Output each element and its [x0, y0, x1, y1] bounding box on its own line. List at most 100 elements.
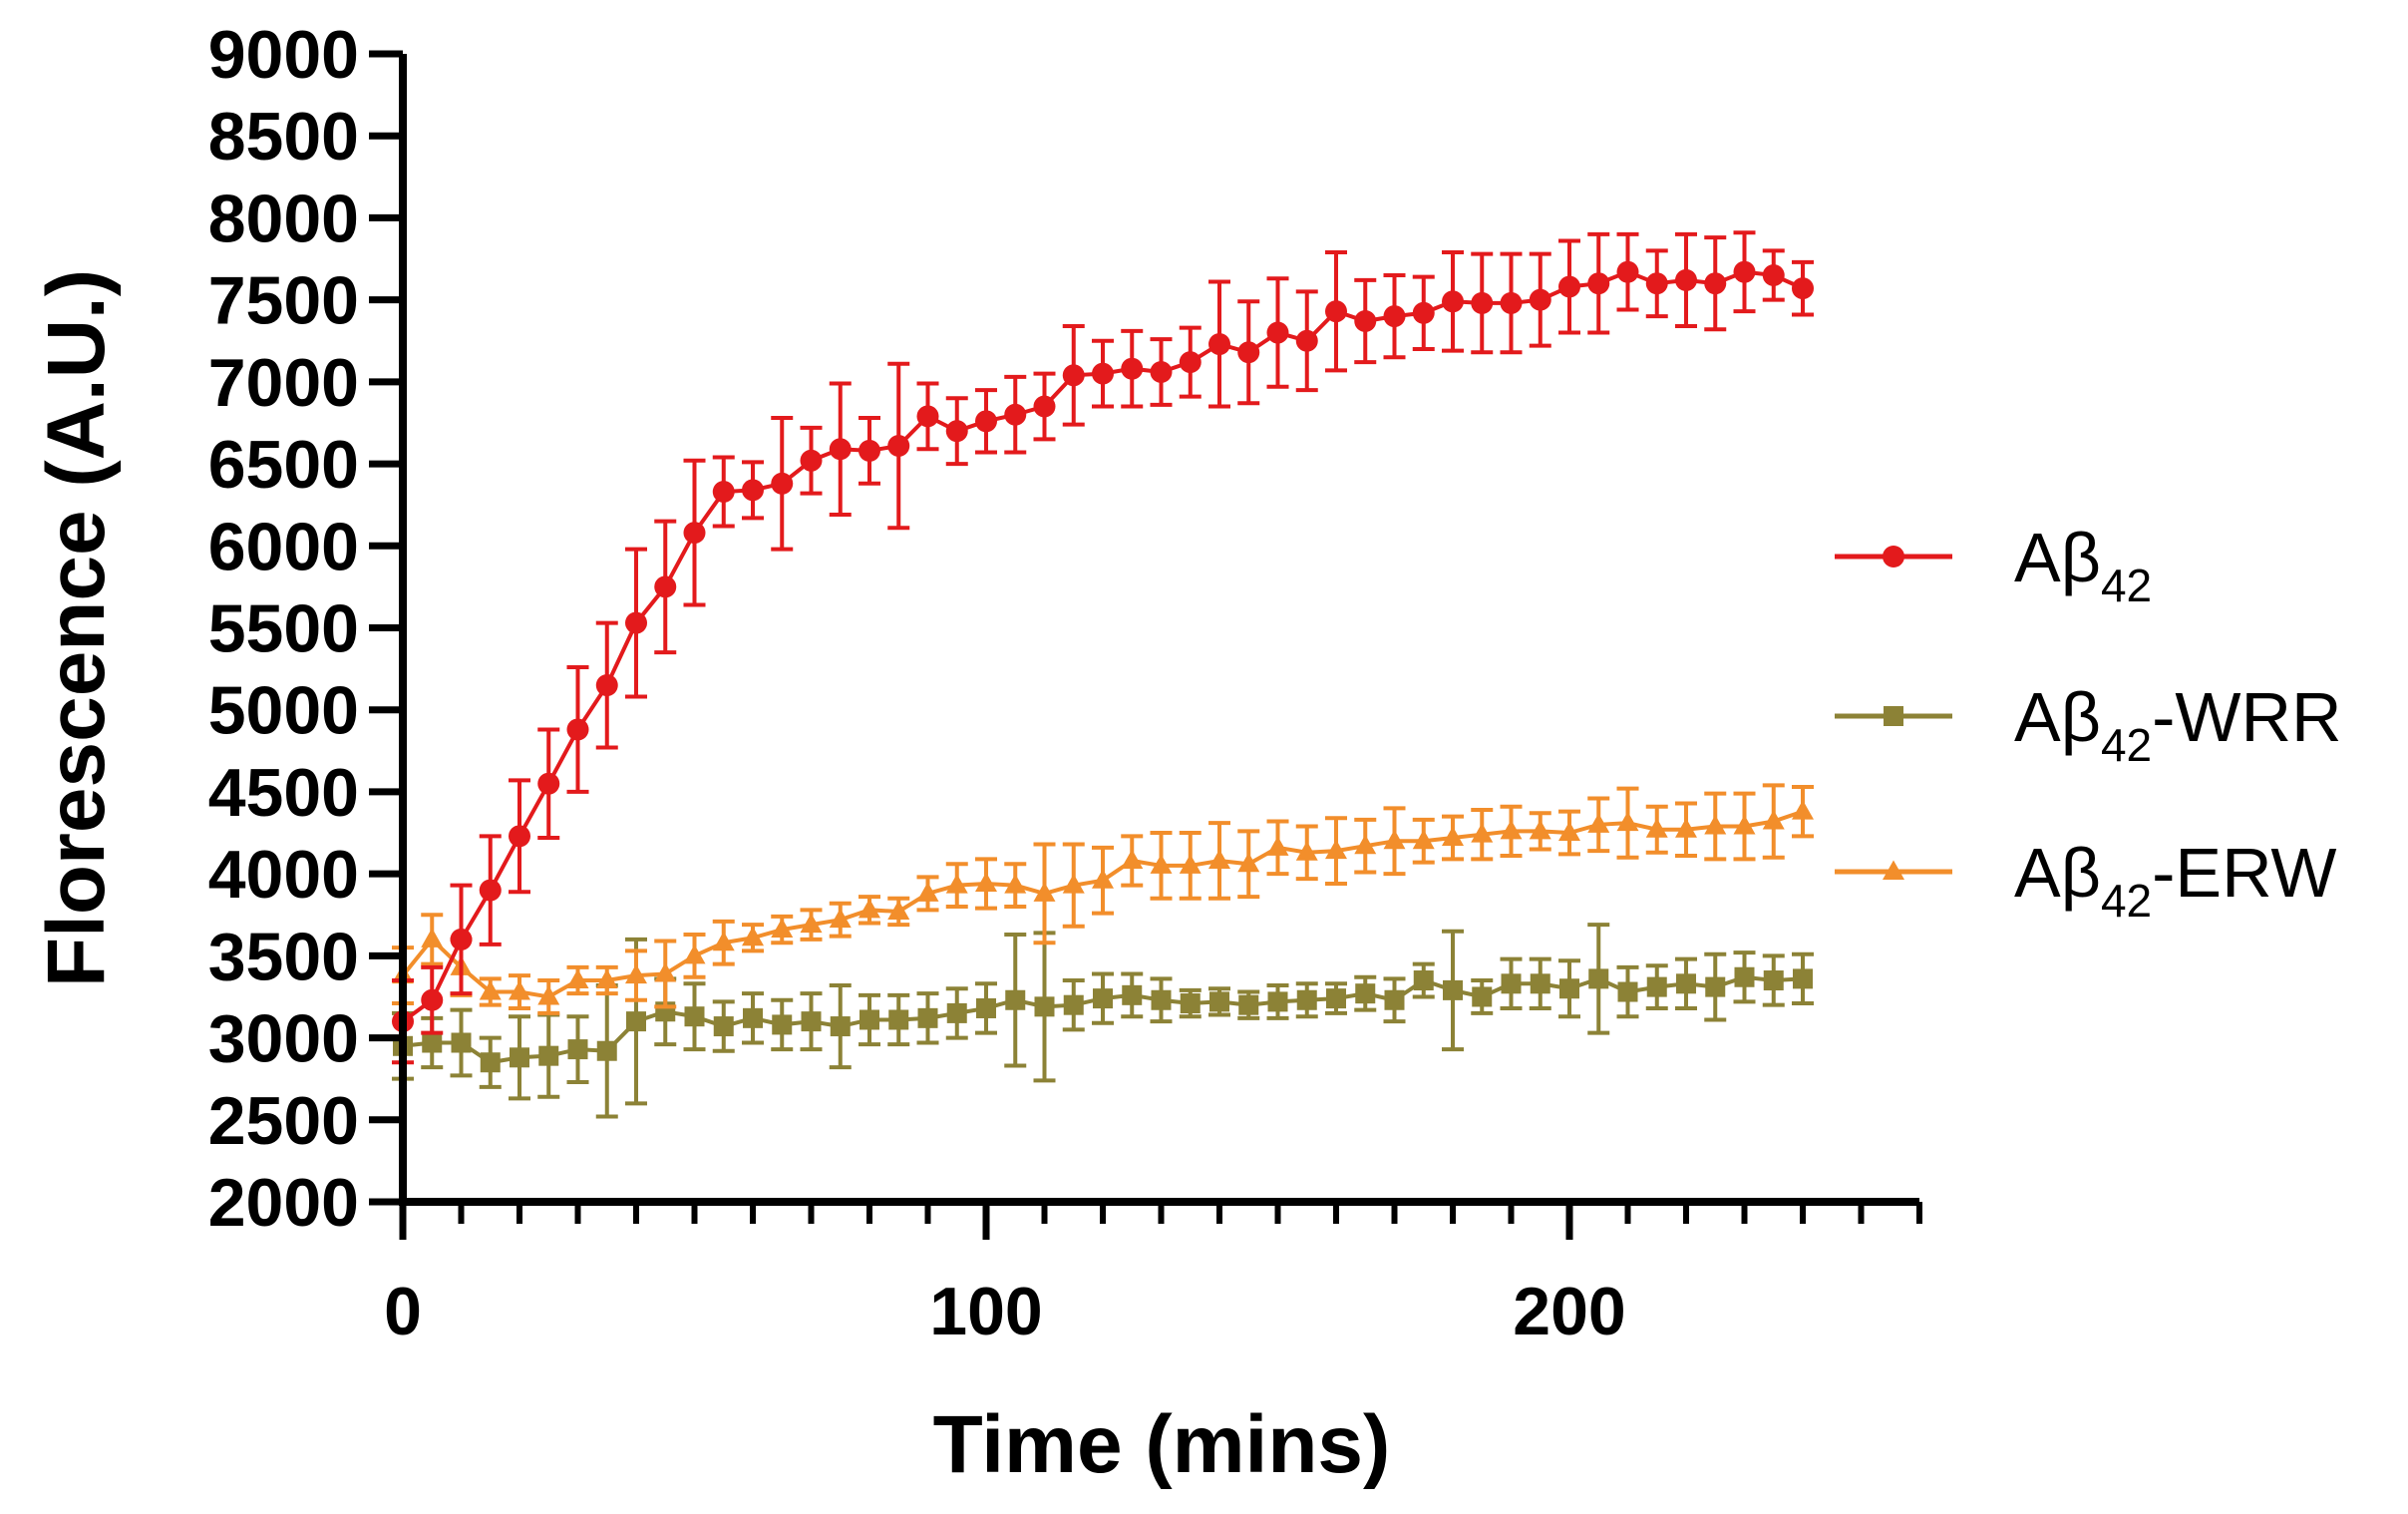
data-point	[1267, 991, 1288, 1012]
data-point	[1675, 268, 1697, 291]
data-point	[1704, 814, 1727, 835]
data-point	[1180, 993, 1201, 1014]
data-point	[1616, 260, 1639, 283]
data-point	[566, 718, 589, 741]
data-point	[1792, 277, 1814, 300]
data-point	[1645, 272, 1668, 295]
data-point	[684, 1006, 705, 1027]
y-tick-label: 3500	[208, 919, 359, 994]
data-point	[1295, 329, 1318, 352]
legend: Aβ42 Aβ42-WRR Aβ42-ERW	[1835, 519, 2342, 927]
data-point	[595, 968, 618, 989]
legend-item: Aβ42	[1835, 519, 2152, 611]
data-point	[1471, 823, 1494, 843]
data-point	[742, 926, 764, 946]
data-point	[625, 611, 647, 634]
data-point	[1179, 351, 1202, 374]
data-point	[1587, 272, 1610, 295]
y-tick-label: 2000	[208, 1165, 359, 1241]
series-abeta42	[392, 230, 1814, 1065]
legend-label: Aβ42-WRR	[2014, 678, 2342, 771]
data-point	[1004, 403, 1027, 426]
data-point	[1530, 973, 1550, 994]
data-point	[1266, 836, 1289, 856]
data-point	[1151, 989, 1172, 1010]
data-point	[976, 997, 996, 1018]
data-point	[1529, 288, 1551, 311]
data-point	[771, 918, 794, 939]
data-point	[1326, 988, 1346, 1009]
data-point	[1325, 839, 1347, 860]
data-point	[1472, 986, 1493, 1007]
data-point	[945, 420, 968, 443]
data-point	[450, 928, 473, 950]
data-point	[888, 1009, 909, 1030]
data-point	[772, 1014, 793, 1035]
data-point	[422, 1032, 443, 1053]
data-point	[1616, 811, 1639, 832]
data-point	[509, 980, 530, 1000]
data-point	[1617, 981, 1638, 1002]
data-point	[1704, 272, 1727, 295]
data-point	[887, 434, 910, 457]
data-point	[510, 1047, 529, 1068]
data-point	[975, 872, 997, 893]
x-axis-title: Time (mins)	[933, 1399, 1391, 1490]
y-tick-label: 6000	[208, 509, 359, 584]
data-point	[1092, 869, 1114, 889]
x-tick-label: 200	[1513, 1274, 1625, 1349]
y-tick-label: 8000	[208, 181, 359, 256]
data-point	[801, 1011, 822, 1032]
data-point	[1383, 305, 1406, 328]
data-point	[1645, 818, 1668, 838]
data-point	[742, 479, 764, 502]
data-point	[830, 1016, 851, 1037]
y-tick-label: 5500	[208, 591, 359, 667]
data-point	[1500, 819, 1523, 840]
y-tick-label: 8500	[208, 99, 359, 175]
data-point	[1529, 819, 1551, 840]
data-point	[1588, 968, 1609, 989]
data-point	[451, 1032, 472, 1053]
y-tick-label: 6500	[208, 427, 359, 503]
data-point	[1733, 260, 1756, 283]
data-point	[537, 772, 560, 795]
data-point	[421, 988, 444, 1011]
data-point	[1062, 874, 1085, 894]
data-point	[1208, 333, 1230, 356]
data-point	[567, 1039, 588, 1060]
y-tick-label: 5000	[208, 673, 359, 749]
y-tick-label: 7000	[208, 345, 359, 421]
data-point	[1266, 321, 1289, 344]
y-tick-label: 4000	[208, 837, 359, 913]
data-point	[1734, 966, 1755, 987]
series-abeta42-erw	[392, 783, 1814, 1015]
data-point	[1033, 882, 1056, 902]
data-point	[829, 438, 852, 461]
legend-marker	[1883, 546, 1904, 568]
data-point	[1442, 290, 1464, 313]
data-point	[1500, 291, 1523, 314]
data-point	[975, 410, 997, 433]
legend-marker	[1883, 860, 1904, 880]
data-point	[771, 472, 794, 495]
data-point	[1558, 275, 1580, 298]
data-point	[1354, 310, 1377, 333]
legend-item: Aβ42-ERW	[1835, 834, 2336, 927]
data-point	[713, 1016, 734, 1037]
data-point	[509, 825, 530, 848]
y-tick-label: 9000	[208, 17, 359, 93]
y-axis-title: Florescence (A.U.)	[31, 269, 122, 987]
data-point	[1471, 291, 1494, 314]
data-point	[1646, 976, 1667, 997]
data-point	[538, 1045, 559, 1066]
data-point	[1587, 813, 1610, 833]
data-point	[1004, 874, 1027, 894]
data-point	[1150, 854, 1173, 874]
data-point	[859, 439, 880, 462]
legend-marker	[1884, 706, 1903, 726]
data-point	[1413, 970, 1434, 991]
data-point	[1383, 829, 1406, 850]
data-point	[945, 874, 968, 894]
